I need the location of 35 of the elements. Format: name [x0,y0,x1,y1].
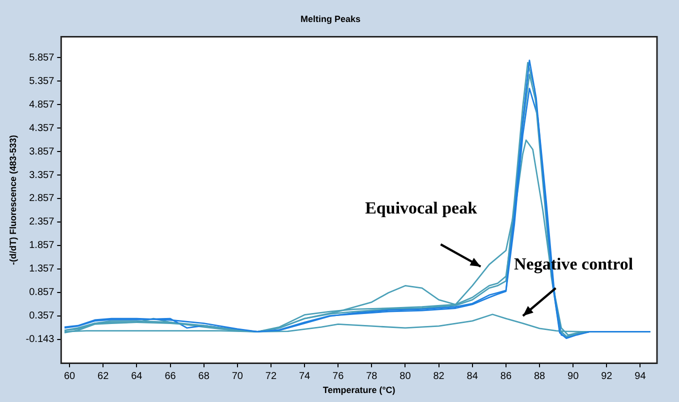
x-tick-label: 68 [198,370,210,382]
x-tick-label: 82 [433,370,445,382]
x-tick-label: 72 [265,370,277,382]
x-tick-label: 74 [298,370,311,382]
y-tick-label: 4.857 [29,99,55,110]
y-tick-label: 4.357 [29,122,55,134]
y-tick-label: 5.857 [29,52,55,64]
x-tick-label: 78 [366,370,378,382]
x-tick-label: 84 [466,370,478,382]
y-tick-label: 1.857 [29,240,55,252]
y-tick-label: 3.857 [29,146,55,158]
x-tick-label: 92 [601,370,613,382]
y-tick-label: 5.357 [29,76,55,87]
x-tick-label: 90 [568,370,580,382]
y-tick-label: 0.357 [29,310,55,322]
y-tick-label: 0.857 [29,287,55,298]
y-tick-label: -0.143 [26,334,55,346]
x-tick-label: 64 [131,370,143,382]
y-axis-title: -(d/dT) Fluorescence (483-533) [8,134,18,266]
y-tick-label: 3.357 [29,170,55,181]
annotation: Equivocal peak [365,198,478,218]
chart-title: Melting Peaks [300,14,361,24]
x-tick-label: 80 [400,370,412,382]
x-tick-label: 86 [500,370,512,382]
y-tick-label: 2.357 [29,216,55,228]
x-tick-label: 76 [332,370,344,382]
x-tick-label: 70 [232,370,244,382]
x-tick-label: 66 [164,370,176,382]
y-tick-label: 2.857 [29,193,55,204]
x-tick-label: 60 [64,370,76,382]
x-tick-label: 88 [534,370,546,382]
y-tick-label: 1.357 [29,264,55,275]
x-tick-label: 62 [98,370,110,382]
x-axis-title: Temperature (°C) [322,385,396,396]
x-tick-label: 94 [634,370,646,382]
